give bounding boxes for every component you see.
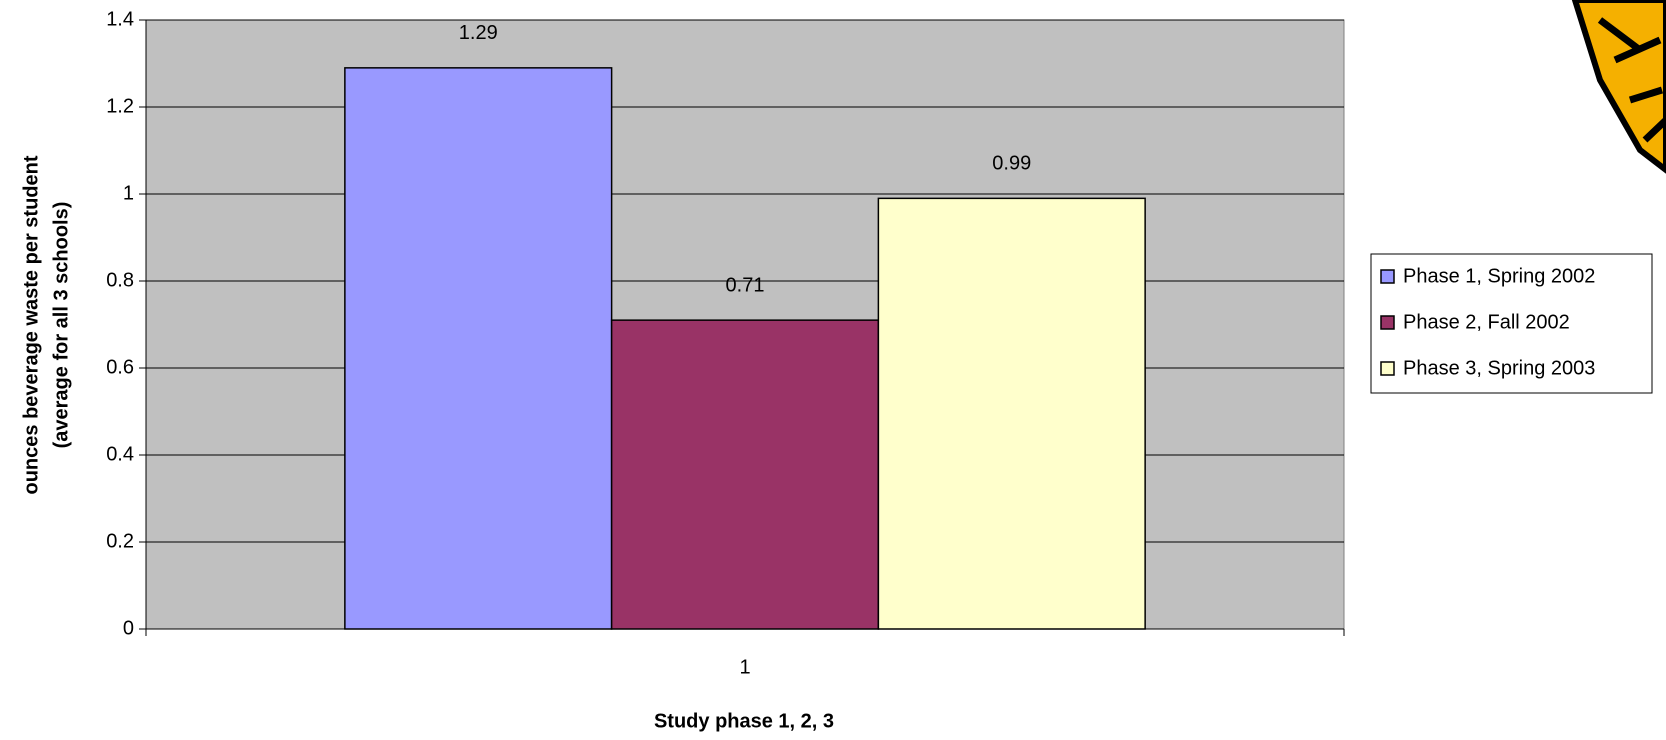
y-tick-label: 1.2 [106,95,134,117]
y-tick-label: 0.6 [106,356,134,378]
data-label: 0.99 [992,153,1031,175]
x-tick-label: 1 [739,656,750,678]
legend-label: Phase 2, Fall 2002 [1403,311,1570,333]
data-label: 1.29 [459,22,498,44]
y-axis-title: ounces beverage waste per student [20,155,42,494]
x-axis-title: Study phase 1, 2, 3 [654,710,834,732]
y-axis-title: (average for all 3 schools) [50,202,72,449]
legend-swatch [1381,316,1394,329]
legend-label: Phase 3, Spring 2003 [1403,357,1595,379]
bar [612,320,879,629]
y-tick-label: 0 [123,617,134,639]
bar [345,68,612,629]
bar [878,198,1145,629]
y-tick-label: 0.4 [106,443,134,465]
legend-swatch [1381,270,1394,283]
y-tick-label: 0.8 [106,269,134,291]
legend-label: Phase 1, Spring 2002 [1403,265,1595,287]
legend-swatch [1381,362,1394,375]
tiger-decoration [1575,0,1666,170]
y-tick-label: 0.2 [106,530,134,552]
y-tick-label: 1.4 [106,8,134,30]
data-label: 0.71 [726,274,765,296]
chart: ounces beverage waste per student (avera… [0,0,1666,740]
y-tick-label: 1 [123,182,134,204]
